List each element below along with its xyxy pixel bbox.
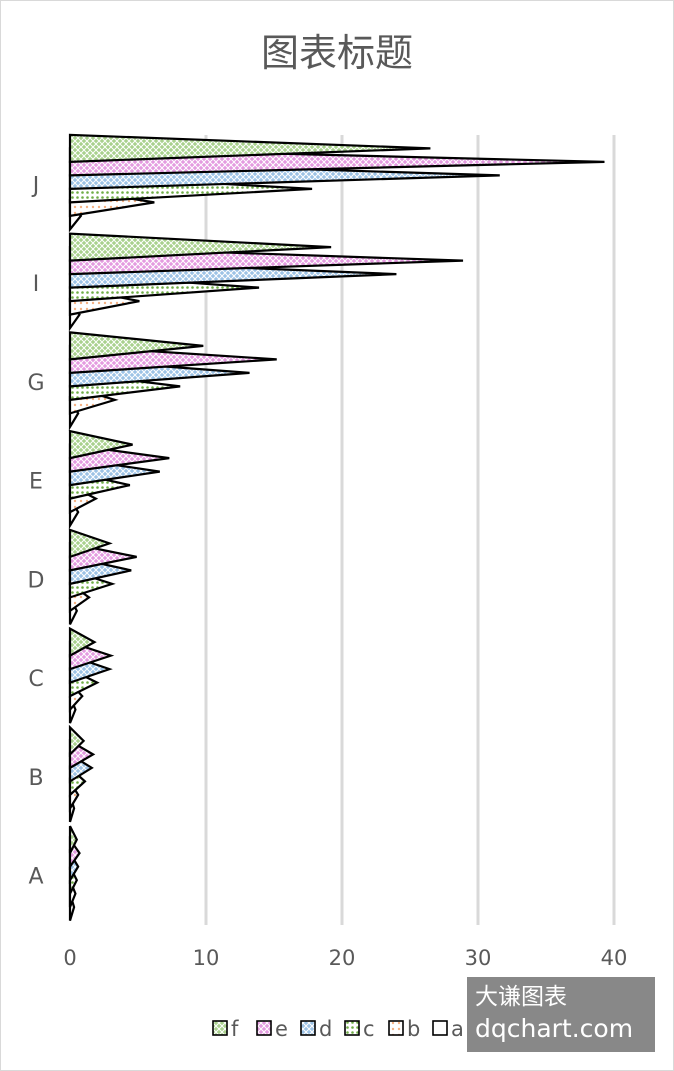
legend-swatch-d [300, 1020, 316, 1036]
legend-label-d: d [319, 1017, 332, 1041]
bar-f-J [68, 133, 431, 164]
bar-f-E [68, 429, 133, 460]
x-tick-label: 30 [465, 946, 492, 970]
chart-title: 图表标题 [261, 31, 413, 75]
legend-swatch-b [388, 1020, 404, 1036]
bar-f-C [68, 626, 97, 658]
legend-swatch-e [256, 1020, 272, 1036]
watermark-line1: 大谦图表 [475, 984, 567, 1010]
category-label: C [28, 667, 43, 692]
bars-layer [68, 133, 605, 921]
legend-swatch-f [212, 1020, 228, 1036]
watermark: 大谦图表 dqchart.com [467, 977, 655, 1052]
legend-label-f: f [231, 1017, 239, 1041]
category-label: I [33, 272, 40, 297]
category-label: B [28, 766, 43, 791]
legend-label-c: c [363, 1017, 375, 1041]
category-axis: A B C D E G I J [27, 173, 44, 889]
x-tick-label: 20 [329, 946, 356, 970]
bar-f-D [68, 528, 113, 559]
bar-f-B [68, 724, 86, 758]
watermark-line2: dqchart.com [475, 1014, 634, 1043]
legend-swatch-c [344, 1020, 360, 1036]
value-axis: 0 10 20 30 40 [63, 946, 627, 970]
legend-label-e: e [275, 1017, 288, 1041]
category-label: G [27, 371, 44, 396]
legend-label-b: b [407, 1017, 420, 1041]
category-label: E [29, 470, 43, 495]
x-tick-label: 0 [63, 946, 76, 970]
x-tick-label: 10 [193, 946, 220, 970]
bar-f-G [68, 331, 204, 361]
x-tick-label: 40 [601, 946, 628, 970]
bar-f-I [68, 232, 332, 262]
bar-f-A [68, 825, 79, 854]
category-label: J [31, 173, 40, 198]
legend-label-a: a [451, 1017, 464, 1041]
category-label: A [28, 865, 43, 890]
category-label: D [28, 568, 45, 593]
legend-swatch-a [432, 1020, 448, 1036]
